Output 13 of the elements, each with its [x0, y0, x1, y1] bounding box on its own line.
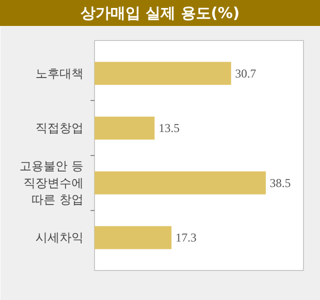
y-tick-label: 직접창업 — [36, 121, 84, 136]
data-label: 17.3 — [175, 230, 196, 245]
bar — [94, 62, 232, 85]
data-label: 38.5 — [270, 176, 291, 190]
y-tick-label: 고용불안 등 직장변수에 따른 창업 — [20, 159, 84, 207]
chart-title: 상가매입 실제 용도(%) — [80, 3, 240, 24]
bar — [94, 116, 155, 140]
data-label: 13.5 — [158, 121, 180, 136]
y-tick-label: 노후대책 — [36, 66, 84, 80]
data-label: 30.7 — [235, 66, 256, 80]
bar — [94, 226, 172, 250]
bar — [94, 171, 266, 194]
y-tick-label: 시세차익 — [36, 230, 84, 245]
